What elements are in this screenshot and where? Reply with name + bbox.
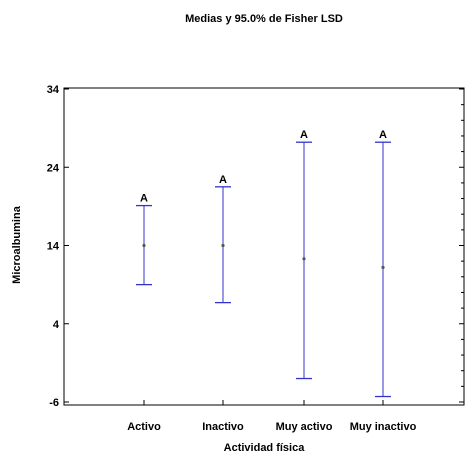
x-axis-label: Actividad física bbox=[224, 442, 306, 453]
group-letter: A bbox=[300, 129, 308, 141]
interval-series: A A A A bbox=[136, 129, 391, 398]
x-tick-label: Activo bbox=[127, 421, 161, 433]
plot-frame bbox=[63, 87, 465, 406]
mean-point bbox=[221, 243, 225, 248]
group-letter: A bbox=[379, 129, 387, 141]
x-tick-label: Muy activo bbox=[276, 421, 333, 433]
x-tick-label: Muy inactivo bbox=[350, 421, 417, 433]
mean-point bbox=[302, 257, 306, 261]
chart-title: Medias y 95.0% de Fisher LSD bbox=[185, 13, 343, 25]
x-tick-label: Inactivo bbox=[202, 421, 244, 433]
y-tick-label: -6 bbox=[49, 397, 59, 409]
mean-point bbox=[142, 243, 146, 248]
y-axis-label: Microalbumina bbox=[11, 205, 23, 284]
y-tick-label: 24 bbox=[47, 162, 60, 174]
y-tick-label: 34 bbox=[47, 84, 60, 96]
group-letter: A bbox=[140, 193, 148, 205]
y-tick-label: 14 bbox=[47, 241, 60, 253]
y-tick-label: 4 bbox=[53, 319, 60, 331]
x-axis-ticks: Activo Inactivo Muy activo Muy inactivo bbox=[127, 400, 417, 433]
group-letter: A bbox=[219, 174, 227, 186]
y-axis-ticks: -6 4 14 24 34 bbox=[47, 84, 464, 409]
mean-point bbox=[381, 265, 385, 270]
